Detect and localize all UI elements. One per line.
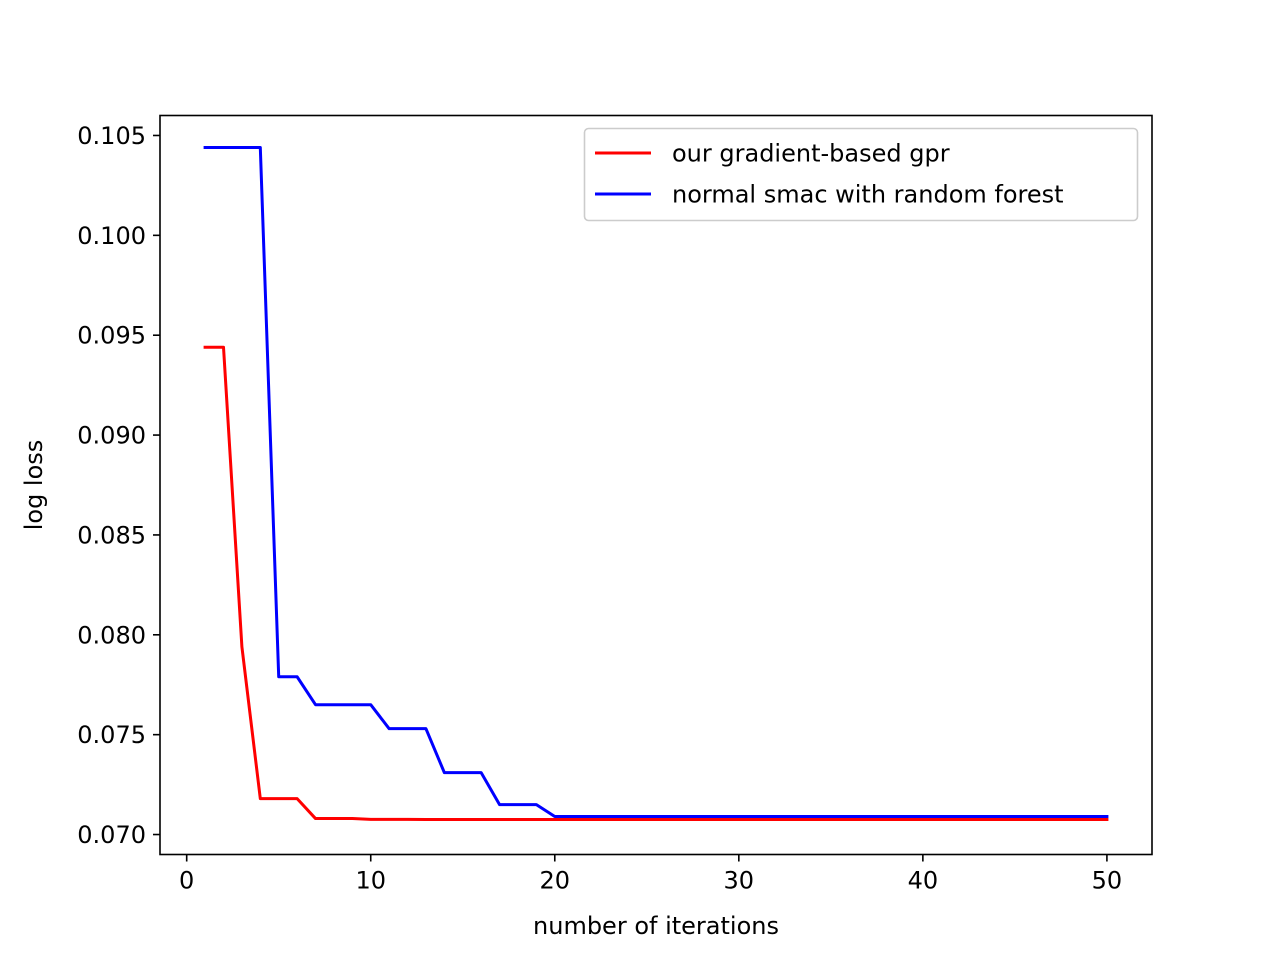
y-tick-label: 0.075 <box>77 721 146 749</box>
x-tick-label: 0 <box>179 867 194 895</box>
series-line-1 <box>203 345 1109 822</box>
legend: our gradient-based gpr normal smac with r… <box>583 127 1139 222</box>
legend-box <box>583 127 1139 222</box>
legend-label-2: normal smac with random forest <box>672 181 1064 209</box>
x-tick-label: 40 <box>908 867 939 895</box>
x-tick-label: 20 <box>540 867 571 895</box>
legend-label-1: our gradient-based gpr <box>672 140 950 168</box>
y-tick-label: 0.090 <box>77 422 146 450</box>
x-tick-label: 50 <box>1092 867 1123 895</box>
x-axis-label: number of iterations <box>533 912 779 940</box>
x-tick-label: 10 <box>355 867 386 895</box>
x-axis: 0 10 20 30 40 50 <box>179 854 1123 895</box>
y-tick-label: 0.100 <box>77 222 146 250</box>
y-tick-label: 0.085 <box>77 521 146 549</box>
y-axis-label: log loss <box>20 440 48 531</box>
y-tick-label: 0.070 <box>77 821 146 849</box>
y-tick-label: 0.105 <box>77 122 146 150</box>
x-tick-label: 30 <box>724 867 755 895</box>
y-axis: 0.070 0.075 0.080 0.085 0.090 0.095 0.100 0.105 <box>77 122 160 849</box>
y-tick-label: 0.095 <box>77 322 146 350</box>
series-layer <box>203 145 1109 822</box>
series-line-2 <box>203 145 1109 819</box>
plot-area-frame <box>159 114 1153 856</box>
y-tick-label: 0.080 <box>77 621 146 649</box>
